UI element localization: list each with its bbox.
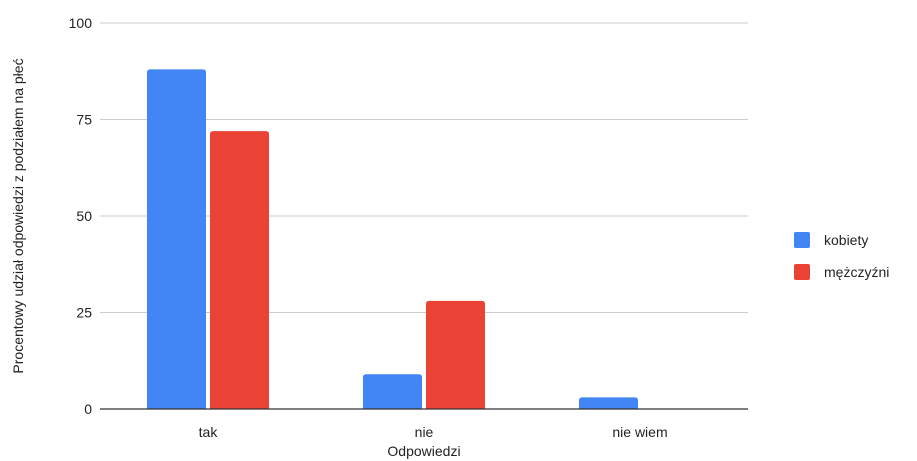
x-tick-label: tak bbox=[199, 424, 219, 440]
bars bbox=[147, 69, 638, 409]
bar-tak-series-1 bbox=[210, 131, 269, 409]
x-tick-labels: tak nie nie wiem bbox=[199, 424, 668, 440]
bar-nie-series-1 bbox=[426, 300, 485, 409]
bar-nie-wiem-series-0 bbox=[579, 397, 638, 409]
y-tick-label: 75 bbox=[76, 112, 92, 128]
y-tick-label: 100 bbox=[69, 15, 93, 31]
y-tick-labels: 0 25 50 75 100 bbox=[69, 15, 93, 417]
bar-nie-series-0 bbox=[363, 374, 422, 409]
legend-swatch bbox=[794, 264, 810, 280]
legend-label: mężczyźni bbox=[824, 264, 889, 280]
legend-swatch bbox=[794, 232, 810, 248]
y-tick-label: 25 bbox=[76, 305, 92, 321]
y-tick-label: 50 bbox=[76, 208, 92, 224]
x-tick-label: nie wiem bbox=[612, 424, 667, 440]
y-axis-title: Procentowy udział odpowiedzi z podziałem… bbox=[10, 58, 26, 373]
legend-label: kobiety bbox=[824, 232, 868, 248]
legend: kobiety mężczyźni bbox=[794, 232, 889, 280]
y-tick-label: 0 bbox=[84, 401, 92, 417]
gridlines bbox=[100, 22, 748, 313]
x-tick-label: nie bbox=[415, 424, 434, 440]
x-axis-title: Odpowiedzi bbox=[387, 443, 460, 459]
bar-tak-series-0 bbox=[147, 69, 206, 409]
